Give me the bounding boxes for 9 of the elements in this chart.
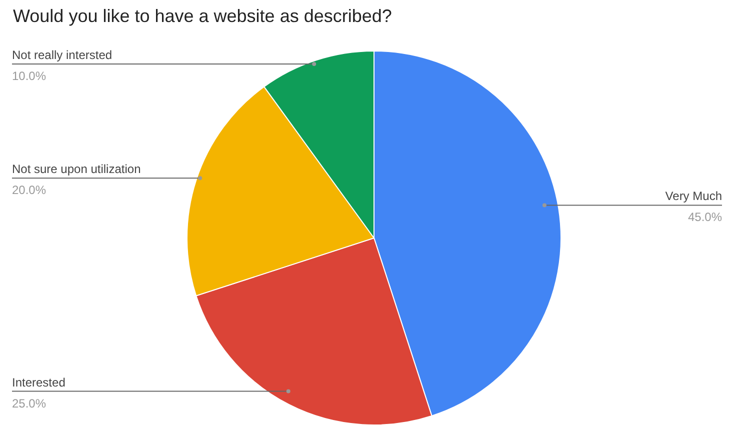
slice-label: Not really intersted <box>12 48 112 62</box>
chart-title: Would you like to have a website as described? <box>13 6 392 27</box>
slice-label: Very Much <box>665 189 722 204</box>
data-label: 20.0% <box>12 183 46 198</box>
data-label: 10.0% <box>12 69 46 84</box>
slice-label: Interested <box>12 375 66 390</box>
slice-label: Not sure upon utilization <box>12 162 141 176</box>
data-label: 25.0% <box>12 396 46 410</box>
data-label: 45.0% <box>688 210 722 224</box>
